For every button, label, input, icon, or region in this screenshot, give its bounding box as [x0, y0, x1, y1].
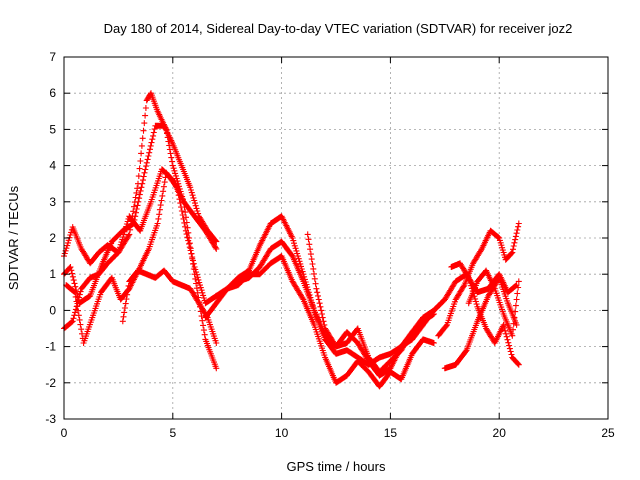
data-point-cluster: [435, 220, 522, 339]
series-track-3: [61, 166, 220, 267]
data-point-cluster: [465, 267, 522, 339]
y-tick-label: 1: [49, 267, 56, 281]
y-tick-label: -2: [45, 376, 56, 390]
data-point-cluster: [224, 253, 437, 390]
data-marks: [61, 90, 522, 390]
plot-frame: [63, 56, 609, 420]
x-tick-label: 5: [169, 426, 176, 440]
y-tick-label: 0: [49, 303, 56, 317]
data-point-cluster: [61, 166, 220, 267]
data-point-cluster: [63, 169, 220, 346]
series-track-12: [448, 260, 522, 368]
x-tick-label: 0: [61, 426, 68, 440]
y-tick-label: 7: [49, 50, 56, 64]
data-point-cluster: [448, 260, 522, 368]
y-axis-label: SDTVAR / TECUs: [6, 185, 21, 290]
axes: 0 5 10 15 20 25 -3 -2 -1 0 1 2 3 4 5 6 7: [45, 50, 615, 440]
y-tick-label: 4: [49, 159, 56, 173]
chart-title: Day 180 of 2014, Sidereal Day-to-day VTE…: [104, 21, 573, 36]
series-track-7: [213, 238, 448, 368]
series-track-10: [435, 220, 522, 339]
y-tick-label: 3: [49, 195, 56, 209]
x-tick-label: 15: [384, 426, 398, 440]
series-track-4: [63, 169, 220, 346]
grid: [64, 57, 608, 419]
series-track-13: [465, 267, 522, 339]
series-track-6: [202, 213, 437, 375]
y-tick-label: -1: [45, 340, 56, 354]
x-axis-label: GPS time / hours: [287, 459, 386, 474]
y-tick-label: 6: [49, 86, 56, 100]
data-point-cluster: [202, 213, 437, 375]
data-point-cluster: [213, 238, 448, 368]
x-tick-label: 20: [493, 426, 507, 440]
y-tick-label: 2: [49, 231, 56, 245]
x-tick-label: 25: [601, 426, 615, 440]
x-tick-label: 10: [275, 426, 289, 440]
y-tick-label: -3: [45, 412, 56, 426]
series-track-8: [224, 253, 437, 390]
y-tick-label: 5: [49, 122, 56, 136]
